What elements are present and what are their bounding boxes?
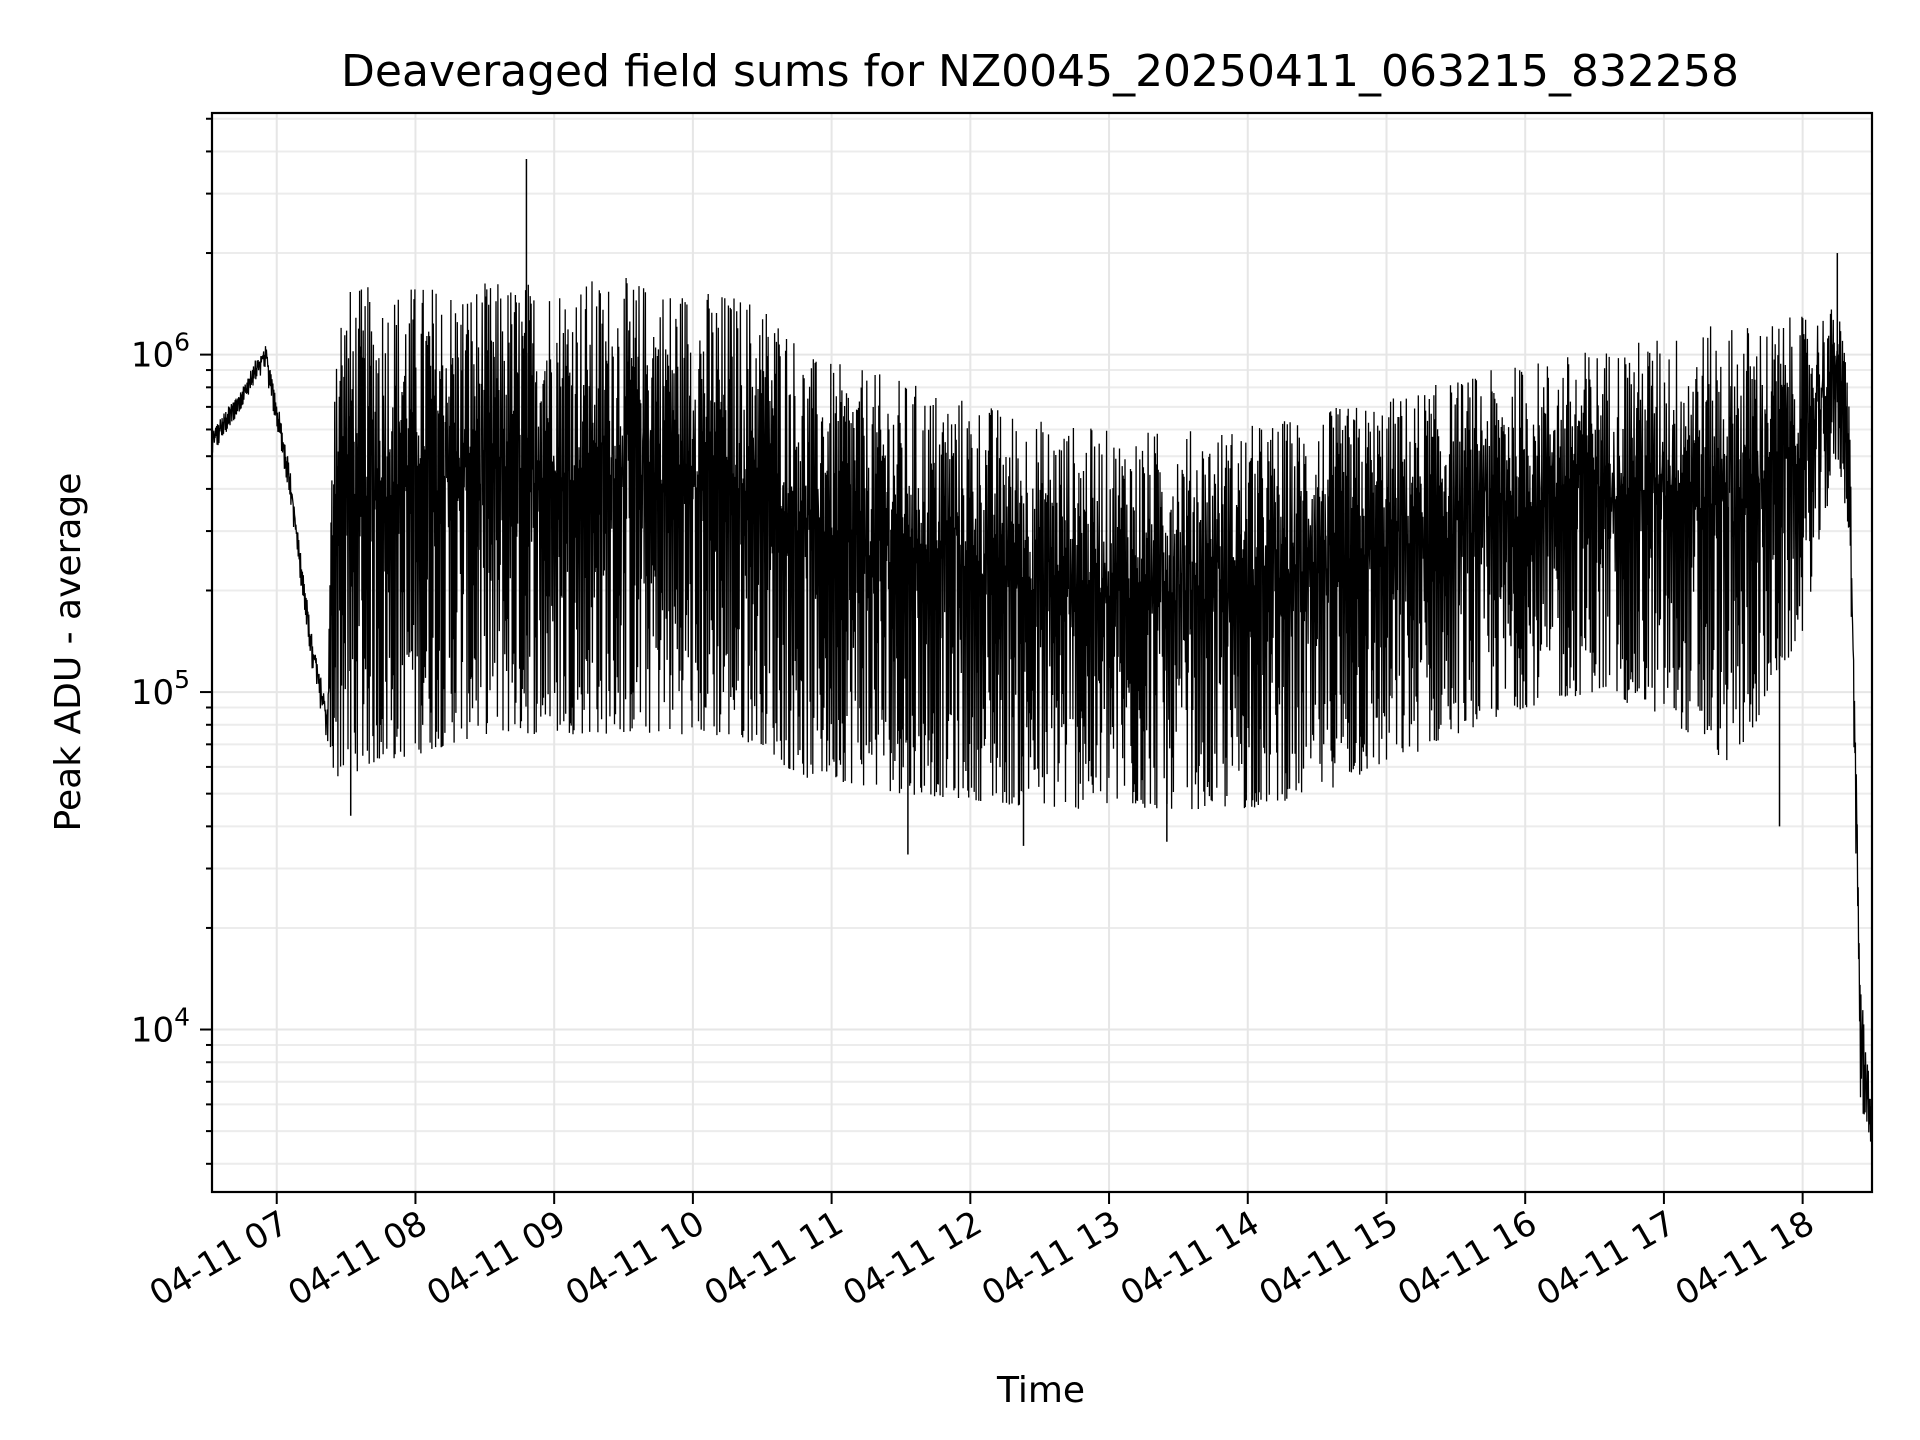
plot-frame [210,111,1874,1194]
x-axis-label: Time [996,1370,1085,1411]
y-axis-label: Peak ADU - average [48,473,89,832]
y-tick-label: 104 [131,1003,190,1051]
axis-ticks [200,117,1804,1204]
y-tick-label: 106 [131,328,190,376]
y-tick-label: 105 [131,665,190,713]
series-line [211,158,1873,1142]
chart-title: Deaveraged field sums for NZ0045_2025041… [341,46,1739,97]
y-tick-labels: 104 105 106 [131,328,190,1051]
series-path [211,277,1873,1142]
